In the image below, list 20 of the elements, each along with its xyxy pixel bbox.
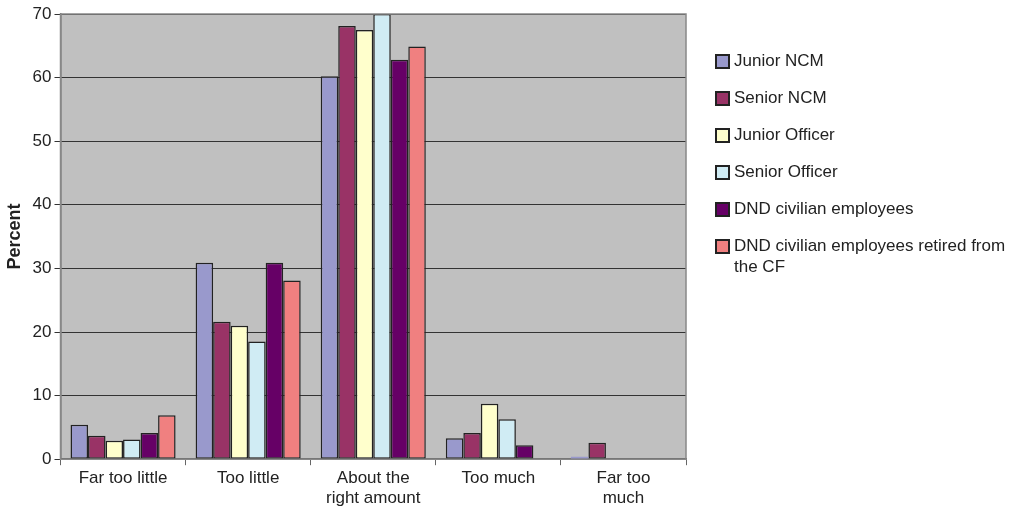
legend-label: Senior Officer xyxy=(734,161,838,182)
x-tick-label: Far too much xyxy=(596,468,651,508)
legend-label: DND civilian employees retired from the CF xyxy=(734,235,1007,277)
y-tick-label: 70 xyxy=(32,3,52,23)
y-axis-title: Percent xyxy=(3,203,24,270)
legend-label: Junior Officer xyxy=(734,124,835,145)
legend-label: Junior NCM xyxy=(734,50,824,71)
y-tick-label: 60 xyxy=(32,67,52,87)
x-tick-label: Too little xyxy=(216,468,280,488)
y-tick-label: 20 xyxy=(32,321,52,341)
x-tick-label: Too much xyxy=(461,468,536,488)
x-tick-label: About the right amount xyxy=(326,468,421,508)
y-tick-label: 30 xyxy=(32,258,52,278)
legend-label: Senior NCM xyxy=(734,87,827,108)
y-tick-label: 40 xyxy=(32,194,52,214)
y-tick-label: 0 xyxy=(42,448,52,468)
y-tick-label: 50 xyxy=(32,130,52,150)
y-tick-label: 10 xyxy=(32,385,52,405)
legend-label: DND civilian employees xyxy=(734,198,914,219)
x-tick-label: Far too little xyxy=(78,468,168,488)
